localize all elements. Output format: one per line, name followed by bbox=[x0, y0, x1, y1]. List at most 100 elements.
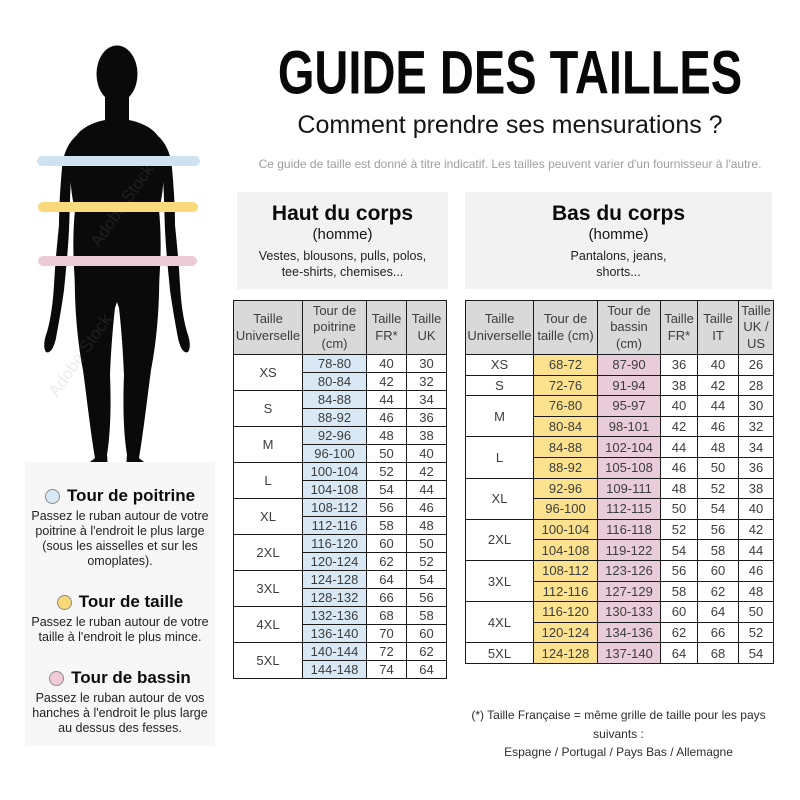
value-cell: 46 bbox=[660, 456, 698, 479]
value-cell: 30 bbox=[738, 395, 774, 417]
size-cell: 5XL bbox=[465, 642, 534, 664]
table-row: 3XL 108-112 123-126 56 60 46 bbox=[465, 559, 774, 603]
value-cell: 84-88 bbox=[302, 390, 367, 409]
measurement-legend: Tour de poitrine Passez le ruban autour … bbox=[25, 462, 215, 746]
size-cell: 4XL bbox=[233, 606, 303, 643]
header-row: Taille Universelle Tour de taille (cm) Tou… bbox=[465, 300, 774, 355]
body-silhouette: Adobe Stock Adobe Stock bbox=[37, 45, 200, 487]
value-cell: 62 bbox=[406, 642, 447, 661]
value-cell: 52 bbox=[366, 462, 407, 481]
value-cell: 80-84 bbox=[533, 415, 598, 438]
table-row: 5XL 124-128 137-140 64 68 54 bbox=[465, 642, 774, 664]
value-cell: 56 bbox=[406, 588, 447, 607]
header-row: Taille Universelle Tour de poitrine (cm) T… bbox=[233, 300, 447, 355]
legend-text-taille: Passez le ruban autour de votre taille à… bbox=[31, 615, 209, 644]
column-header: Taille Universelle bbox=[233, 300, 303, 355]
value-cell: 54 bbox=[406, 570, 447, 589]
value-cell: 44 bbox=[660, 436, 698, 458]
size-cell: XL bbox=[465, 477, 534, 520]
column-header: Taille FR* bbox=[366, 300, 407, 355]
size-cell: L bbox=[233, 462, 303, 499]
column-header: Tour de poitrine (cm) bbox=[302, 300, 367, 355]
value-cell: 136-140 bbox=[302, 624, 367, 643]
value-cell: 64 bbox=[660, 642, 698, 664]
poitrine-color-icon bbox=[44, 488, 60, 504]
value-cell: 95-97 bbox=[597, 395, 661, 417]
page-title: GUIDE DES TAILLES bbox=[277, 37, 743, 107]
table-row: S 84-88 44 34 bbox=[233, 390, 447, 427]
value-cell: 80-84 bbox=[302, 372, 367, 391]
value-cell: 42 bbox=[697, 374, 739, 397]
value-cell: 52 bbox=[738, 621, 774, 644]
value-cell: 87-90 bbox=[597, 354, 661, 376]
value-cell: 32 bbox=[738, 415, 774, 438]
haut-du-corps-header: Haut du corps (homme) Vestes, blousons, … bbox=[237, 192, 448, 289]
footnote-line2: Espagne / Portugal / Pays Bas / Allemagn… bbox=[504, 745, 733, 760]
bas-description: Pantalons, jeans, shorts... bbox=[570, 249, 667, 279]
size-cell: 2XL bbox=[233, 534, 303, 571]
table-row: XS 68-72 87-90 36 40 26 bbox=[465, 354, 774, 376]
silhouette-shape bbox=[44, 45, 190, 487]
value-cell: 42 bbox=[660, 415, 698, 438]
table-row: 96-100 112-115 50 54 40 bbox=[466, 498, 774, 520]
legend-item-poitrine: Tour de poitrine Passez le ruban autour … bbox=[25, 486, 215, 569]
page-subtitle: Comment prendre ses mensurations ? bbox=[297, 111, 723, 139]
value-cell: 92-96 bbox=[533, 477, 598, 500]
bas-du-corps-header: Bas du corps (homme) Pantalons, jeans, s… bbox=[465, 192, 772, 289]
table-row: 5XL 140-144 72 62 bbox=[233, 642, 447, 679]
table-row: 3XL 124-128 64 54 bbox=[233, 570, 447, 607]
table-row: 120-124 62 52 bbox=[234, 552, 447, 571]
value-cell: 124-128 bbox=[533, 642, 598, 664]
size-cell: 2XL bbox=[465, 518, 534, 561]
value-cell: 132-136 bbox=[302, 606, 367, 625]
table-row: M 92-96 48 38 bbox=[233, 426, 447, 463]
value-cell: 108-112 bbox=[302, 498, 367, 517]
value-cell: 46 bbox=[738, 559, 774, 582]
value-cell: 42 bbox=[366, 372, 407, 391]
table-row: XS 78-80 40 30 bbox=[233, 354, 447, 391]
table-row: 4XL 132-136 68 58 bbox=[233, 606, 447, 643]
value-cell: 62 bbox=[697, 580, 739, 603]
haut-du-corps-table: Taille Universelle Tour de poitrine (cm) T… bbox=[233, 300, 447, 679]
column-header: Tour de taille (cm) bbox=[533, 300, 598, 355]
hip-band bbox=[38, 256, 197, 266]
column-header: Taille Universelle bbox=[465, 300, 534, 355]
value-cell: 56 bbox=[697, 518, 739, 541]
column-header: Taille FR* bbox=[660, 300, 698, 355]
value-cell: 50 bbox=[738, 601, 774, 623]
haut-title: Haut du corps bbox=[271, 202, 414, 225]
column-header: Taille UK / US bbox=[738, 300, 774, 355]
legend-item-bassin: Tour de bassin Passez le ruban autour de… bbox=[25, 668, 215, 736]
value-cell: 50 bbox=[660, 498, 698, 520]
value-cell: 105-108 bbox=[597, 456, 661, 479]
size-cell: 3XL bbox=[465, 559, 534, 603]
taille-color-icon bbox=[56, 594, 72, 610]
value-cell: 127-129 bbox=[597, 580, 661, 603]
value-cell: 64 bbox=[697, 601, 739, 623]
value-cell: 64 bbox=[366, 570, 407, 589]
value-cell: 123-126 bbox=[597, 559, 661, 582]
value-cell: 44 bbox=[366, 390, 407, 409]
value-cell: 66 bbox=[366, 588, 407, 607]
value-cell: 50 bbox=[366, 444, 407, 463]
value-cell: 40 bbox=[660, 395, 698, 417]
value-cell: 54 bbox=[366, 480, 407, 499]
table-row: XL 92-96 109-111 48 52 38 bbox=[465, 477, 774, 520]
table-row: 2XL 116-120 60 50 bbox=[233, 534, 447, 571]
size-cell: XS bbox=[233, 354, 303, 391]
value-cell: 112-116 bbox=[302, 516, 367, 535]
value-cell: 40 bbox=[406, 444, 447, 463]
footnote-line1: (*) Taille Française = même grille de ta… bbox=[471, 708, 766, 741]
value-cell: 38 bbox=[406, 426, 447, 445]
value-cell: 42 bbox=[406, 462, 447, 481]
table-row: M 76-80 95-97 40 44 30 bbox=[465, 395, 774, 438]
value-cell: 112-116 bbox=[533, 580, 598, 603]
table-row: L 100-104 52 42 bbox=[233, 462, 447, 499]
table-row: 128-132 66 56 bbox=[234, 588, 447, 607]
value-cell: 54 bbox=[697, 498, 739, 520]
value-cell: 32 bbox=[406, 372, 447, 391]
value-cell: 50 bbox=[406, 534, 447, 553]
bassin-color-icon bbox=[49, 670, 65, 686]
value-cell: 46 bbox=[406, 498, 447, 517]
